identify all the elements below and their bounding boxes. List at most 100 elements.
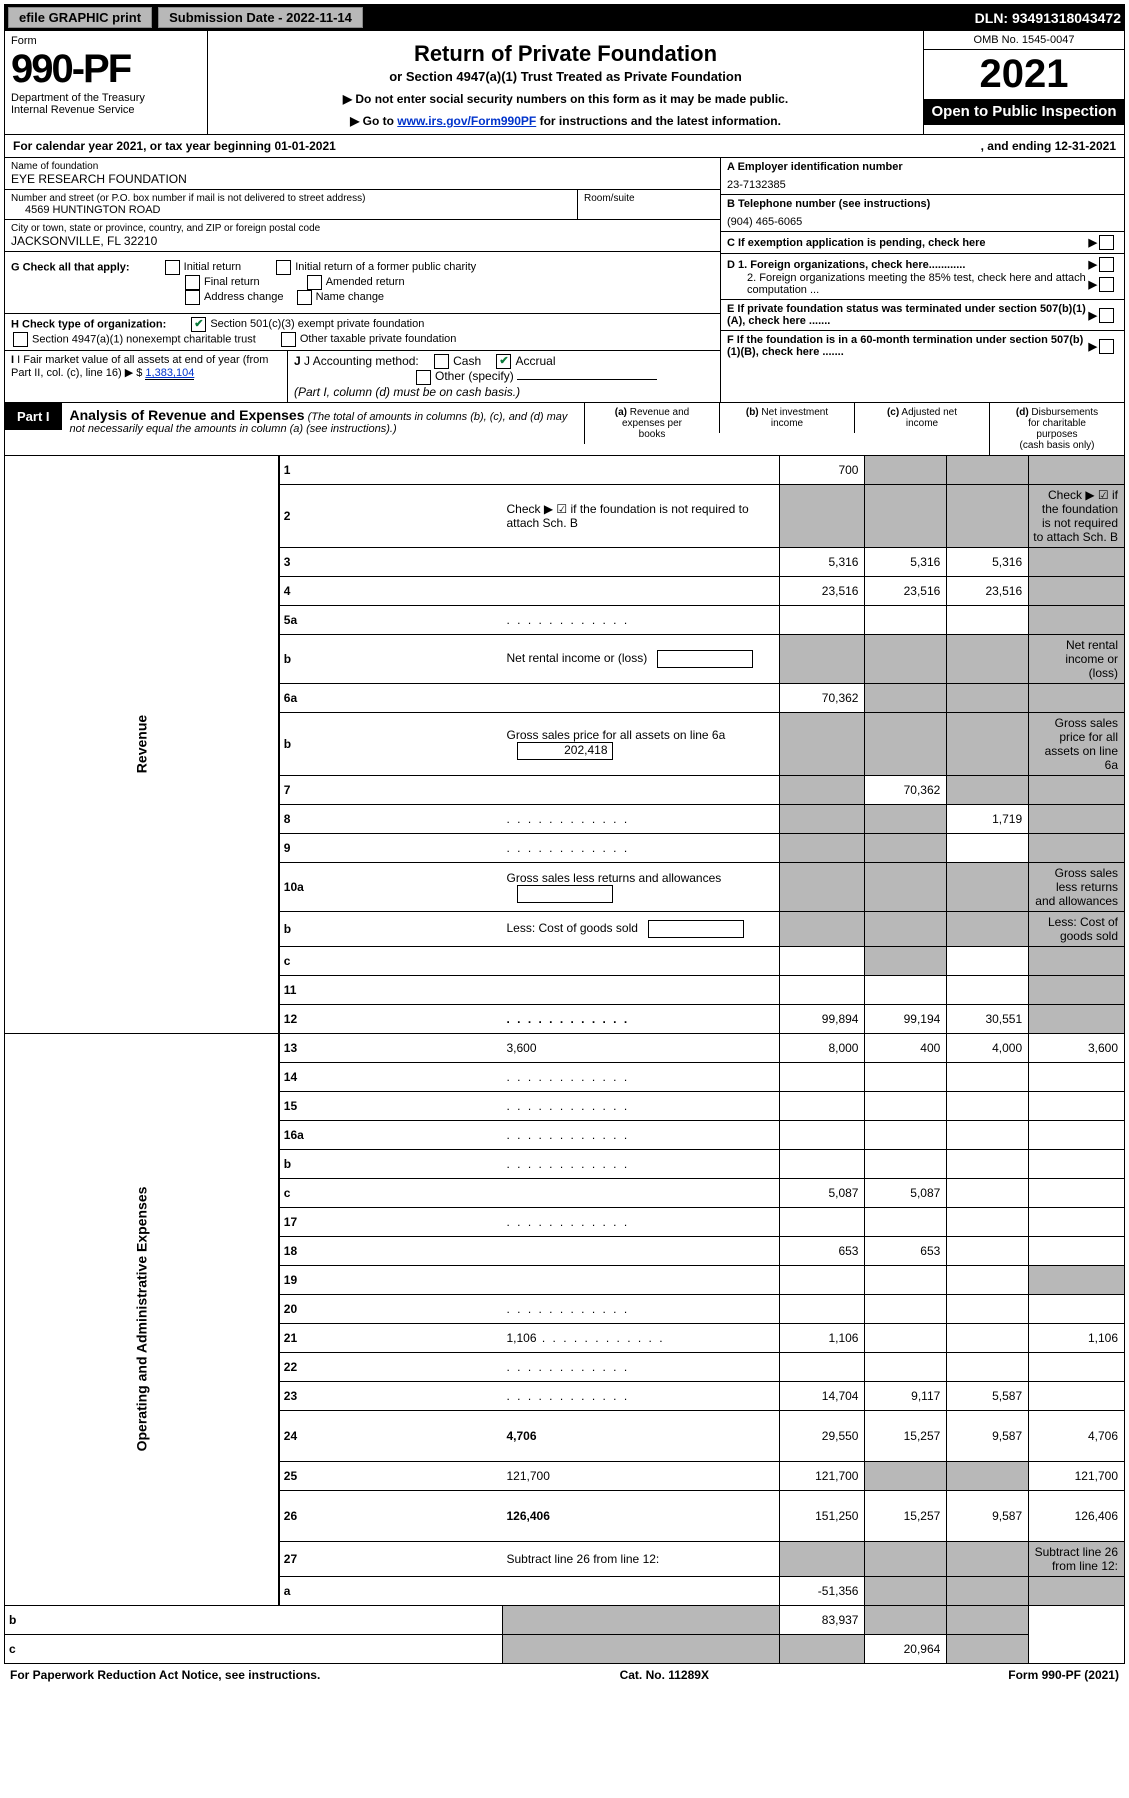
cb-cash[interactable] (434, 354, 449, 369)
cell-a (779, 1352, 865, 1381)
cell-d (1029, 975, 1125, 1004)
cb-501c3[interactable]: ✔ (191, 317, 206, 332)
row-num: 7 (279, 775, 503, 804)
cell-d (1029, 605, 1125, 634)
cb-d2[interactable] (1099, 277, 1114, 292)
col-b-head: (b) Net investmentincome (719, 403, 854, 433)
cell-b (865, 456, 947, 485)
row-num: 3 (279, 547, 503, 576)
table-row: b83,937 (5, 1605, 1125, 1634)
cell-c: 5,587 (947, 1381, 1029, 1410)
city: JACKSONVILLE, FL 32210 (11, 234, 714, 248)
i-value[interactable]: 1,383,104 (145, 367, 194, 380)
cell-b: 15,257 (865, 1410, 947, 1461)
cb-e[interactable] (1099, 308, 1114, 323)
irs-link[interactable]: www.irs.gov/Form990PF (397, 114, 536, 128)
cell-b (865, 1265, 947, 1294)
cell-c (947, 1461, 1029, 1490)
submission-button[interactable]: Submission Date - 2022-11-14 (158, 7, 363, 28)
h-cell: H Check type of organization: ✔Section 5… (5, 314, 720, 351)
cb-other-tax[interactable] (281, 332, 296, 347)
row-desc (503, 605, 780, 634)
cb-other-method[interactable] (416, 370, 431, 385)
row-num: c (279, 946, 503, 975)
row-num: b (279, 712, 503, 775)
cb-f[interactable] (1099, 339, 1114, 354)
calendar-year-row: For calendar year 2021, or tax year begi… (4, 135, 1125, 158)
inspection-label: Open to Public Inspection (924, 99, 1124, 125)
cell-d (947, 1634, 1029, 1663)
row-desc (503, 1265, 780, 1294)
cb-initial[interactable] (165, 260, 180, 275)
row-desc (503, 1178, 780, 1207)
j-note: (Part I, column (d) must be on cash basi… (294, 385, 520, 399)
row-desc: 4,706 (503, 1410, 780, 1461)
room-cell: Room/suite (578, 190, 720, 219)
room-label: Room/suite (584, 193, 714, 204)
dln-label: DLN: 93491318043472 (975, 10, 1121, 26)
cell-a: 8,000 (779, 1033, 865, 1062)
cell-a (779, 775, 865, 804)
form-title: Return of Private Foundation (218, 41, 913, 67)
foundation-name: EYE RESEARCH FOUNDATION (11, 172, 714, 186)
cell-a: 5,087 (779, 1178, 865, 1207)
row-desc (503, 1149, 780, 1178)
cb-initial-fpc[interactable] (276, 260, 291, 275)
note-goto: ▶ Go to www.irs.gov/Form990PF for instru… (218, 114, 913, 128)
dept-label: Department of the Treasury (11, 92, 201, 104)
row-num: 14 (279, 1062, 503, 1091)
row-desc (503, 683, 780, 712)
g-amended: Amended return (326, 276, 405, 288)
form-subtitle: or Section 4947(a)(1) Trust Treated as P… (218, 69, 913, 84)
col-d-head: (d) Disbursementsfor charitablepurposes(… (989, 403, 1124, 455)
cell-d (1029, 1265, 1125, 1294)
row-desc (503, 547, 780, 576)
cb-name[interactable] (297, 290, 312, 305)
d2-label: 2. Foreign organizations meeting the 85%… (747, 272, 1089, 296)
cell-b (779, 1634, 865, 1663)
cell-a (779, 804, 865, 833)
table-row: Operating and Administrative Expenses133… (5, 1033, 1125, 1062)
efile-button[interactable]: efile GRAPHIC print (8, 7, 152, 28)
cb-c[interactable] (1099, 235, 1114, 250)
cb-accrual[interactable]: ✔ (496, 354, 511, 369)
row-num: 19 (279, 1265, 503, 1294)
cell-d: Gross sales price for all assets on line… (1029, 712, 1125, 775)
row-desc: Gross sales price for all assets on line… (503, 712, 780, 775)
cell-a (779, 1294, 865, 1323)
row-num: 13 (279, 1033, 503, 1062)
cell-b (865, 1461, 947, 1490)
j-cell: J J Accounting method: Cash ✔Accrual Oth… (288, 351, 720, 402)
row-desc (279, 1605, 503, 1634)
row-desc: 1,106 (503, 1323, 780, 1352)
cb-addr[interactable] (185, 290, 200, 305)
form-header: Form 990-PF Department of the Treasury I… (4, 31, 1125, 135)
calyear-right: , and ending 12-31-2021 (981, 139, 1116, 153)
row-num: b (279, 634, 503, 683)
g-cell: G Check all that apply: Initial return I… (5, 252, 720, 314)
cell-d (1029, 1178, 1125, 1207)
h-label: H Check type of organization: (11, 318, 166, 330)
cell-c (947, 1294, 1029, 1323)
row-num: 22 (279, 1352, 503, 1381)
row-desc: Check ▶ ☑ if the foundation is not requi… (503, 484, 780, 547)
part1-header: Part I Analysis of Revenue and Expenses … (4, 403, 1125, 456)
cell-b (865, 634, 947, 683)
cb-4947[interactable] (13, 332, 28, 347)
city-cell: City or town, state or province, country… (5, 220, 720, 252)
col-a-head: (a) Revenue andexpenses perbooks (584, 403, 719, 444)
cell-d: Net rental income or (loss) (1029, 634, 1125, 683)
table-row: Revenue1700 (5, 456, 1125, 485)
g-initial: Initial return (184, 261, 241, 273)
cb-d1[interactable] (1099, 257, 1114, 272)
cell-c (947, 1178, 1029, 1207)
cell-b (865, 1541, 947, 1576)
cell-a (503, 1634, 780, 1663)
cb-final[interactable] (185, 275, 200, 290)
cell-a (779, 1149, 865, 1178)
revenue-side: Revenue (5, 456, 279, 1034)
cell-c (947, 1120, 1029, 1149)
cb-amended[interactable] (307, 275, 322, 290)
cell-d: Subtract line 26 from line 12: (1029, 1541, 1125, 1576)
row-num: 8 (279, 804, 503, 833)
